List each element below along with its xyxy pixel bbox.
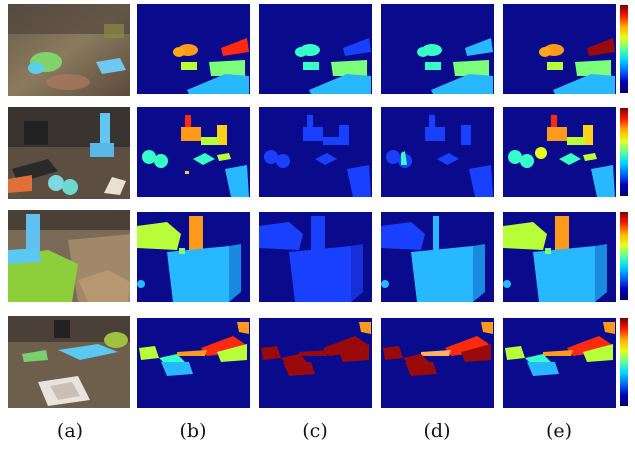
segmentation-map-row-2-c	[259, 107, 372, 197]
segmentation-map-row-1-d	[381, 4, 494, 94]
segmentation-map-row-2-b	[137, 107, 250, 197]
segmentation-map-row-2-e	[503, 107, 616, 197]
caption-c: (c)	[302, 420, 328, 442]
segmentation-map-row-1-b	[137, 4, 250, 94]
input-photo-row-3	[8, 210, 130, 302]
segmentation-map-row-1-c	[259, 4, 372, 94]
segmentation-map-row-3-b	[137, 212, 250, 302]
segmentation-map-row-4-d	[381, 318, 494, 408]
colorbar-row-1	[620, 5, 628, 93]
segmentation-map-row-4-e	[503, 318, 616, 408]
segmentation-map-row-3-e	[503, 212, 616, 302]
segmentation-map-row-3-d	[381, 212, 494, 302]
input-photo-row-1	[8, 4, 130, 96]
colorbar-row-2	[620, 108, 628, 196]
segmentation-map-row-3-c	[259, 212, 372, 302]
colorbar-row-3	[620, 212, 628, 300]
caption-d: (d)	[423, 420, 451, 442]
segmentation-map-row-2-d	[381, 107, 494, 197]
colorbar-row-4	[620, 318, 628, 406]
segmentation-map-row-1-e	[503, 4, 616, 94]
caption-e: (e)	[545, 420, 573, 442]
segmentation-map-row-4-b	[137, 318, 250, 408]
input-photo-row-2	[8, 107, 130, 199]
input-photo-row-4	[8, 316, 130, 408]
caption-a: (a)	[56, 420, 84, 442]
segmentation-map-row-4-c	[259, 318, 372, 408]
caption-b: (b)	[179, 420, 207, 442]
